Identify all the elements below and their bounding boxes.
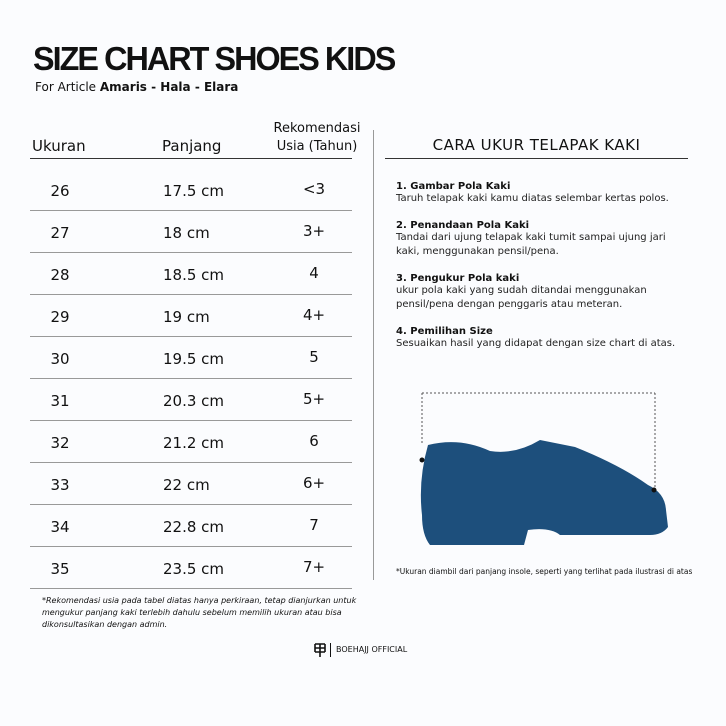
step: 3. Pengukur Pola kaki ukur pola kaki yang… (396, 273, 691, 312)
column-header: Panjang (162, 137, 222, 155)
step-text: Taruh telapak kaki kamu diatas selembar … (396, 193, 669, 204)
row-line (30, 504, 352, 505)
row-line (30, 378, 352, 379)
step-title: 3. Pengukur Pola kaki (396, 273, 520, 284)
size-cell: 28 (50, 266, 70, 284)
row-line (30, 588, 352, 589)
age-cell: 6+ (302, 474, 326, 492)
column-header: Ukuran (32, 137, 86, 155)
age-cell: 7+ (302, 558, 326, 576)
age-cell: 7 (309, 516, 319, 534)
size-cell: 35 (50, 560, 70, 578)
age-cell: 5+ (302, 390, 326, 408)
brand: BOEHAJJ OFFICIAL (330, 643, 407, 657)
length-cell: 19 cm (163, 308, 210, 326)
divider (373, 130, 374, 580)
row-line (30, 420, 352, 421)
age-cell: 4 (309, 264, 319, 282)
row-line (30, 210, 352, 211)
step-title: 4. Pemilihan Size (396, 326, 493, 337)
size-cell: 32 (50, 434, 70, 452)
guide-note: *Ukuran diambil dari panjang insole, sep… (396, 567, 693, 576)
column-header-line: Usia (Tahun) (276, 139, 358, 154)
length-cell: 19.5 cm (163, 350, 225, 368)
header-rule (30, 158, 352, 159)
row-line (30, 294, 352, 295)
age-cell: 4+ (302, 306, 326, 324)
column-header-line: Rekomendasi (273, 121, 361, 136)
length-cell: 22.8 cm (163, 518, 225, 536)
length-cell: 20.3 cm (163, 392, 225, 410)
row-line (30, 336, 352, 337)
size-cell: 34 (50, 518, 70, 536)
guide-rule (385, 158, 688, 159)
brand-logo (314, 643, 326, 657)
age-cell: 6 (309, 432, 319, 450)
age-cell: <3 (302, 180, 326, 198)
footnote: *Rekomendasi usia pada tabel diatas hany… (42, 596, 357, 629)
step-text: Sesuaikan hasil yang didapat dengan size… (396, 338, 676, 349)
length-cell: 18.5 cm (163, 266, 225, 284)
age-cell: 3+ (302, 222, 326, 240)
size-cell: 33 (50, 476, 70, 494)
title: SIZE CHART SHOES KIDS (33, 40, 396, 77)
size-cell: 26 (50, 182, 70, 200)
step: 1. Gambar Pola Kaki Taruh telapak kaki ka… (396, 181, 691, 206)
length-cell: 17.5 cm (163, 182, 225, 200)
size-cell: 30 (50, 350, 70, 368)
subtitle-bold: Amaris - Hala - Elara (99, 80, 239, 94)
subtitle: For Article Amaris - Hala - Elara (35, 80, 238, 94)
length-cell: 18 cm (163, 224, 210, 242)
length-cell: 21.2 cm (163, 434, 225, 452)
steps: 1. Gambar Pola Kaki Taruh telapak kaki ka… (396, 181, 691, 365)
step: 4. Pemilihan Size Sesuaikan hasil yang di… (396, 326, 691, 351)
step: 2. Penandaan Pola Kaki Tandai dari ujung … (396, 220, 691, 259)
row-line (30, 252, 352, 253)
shoe-illustration (419, 392, 668, 545)
size-cell: 31 (50, 392, 70, 410)
size-cell: 29 (50, 308, 70, 326)
column-header: Rekomendasi Usia (Tahun) (262, 120, 372, 156)
age-cell: 5 (309, 348, 319, 366)
row-line (30, 546, 352, 547)
step-text: ukur pola kaki yang sudah ditandai mengg… (396, 285, 647, 310)
size-cell: 27 (50, 224, 70, 242)
subtitle-prefix: For Article (35, 80, 97, 94)
step-text: Tandai dari ujung telapak kaki tumit sam… (396, 232, 666, 257)
row-line (30, 462, 352, 463)
step-title: 1. Gambar Pola Kaki (396, 181, 511, 192)
step-title: 2. Penandaan Pola Kaki (396, 220, 530, 231)
guide-title: CARA UKUR TELAPAK KAKI (432, 136, 641, 154)
length-cell: 22 cm (163, 476, 210, 494)
length-cell: 23.5 cm (163, 560, 225, 578)
